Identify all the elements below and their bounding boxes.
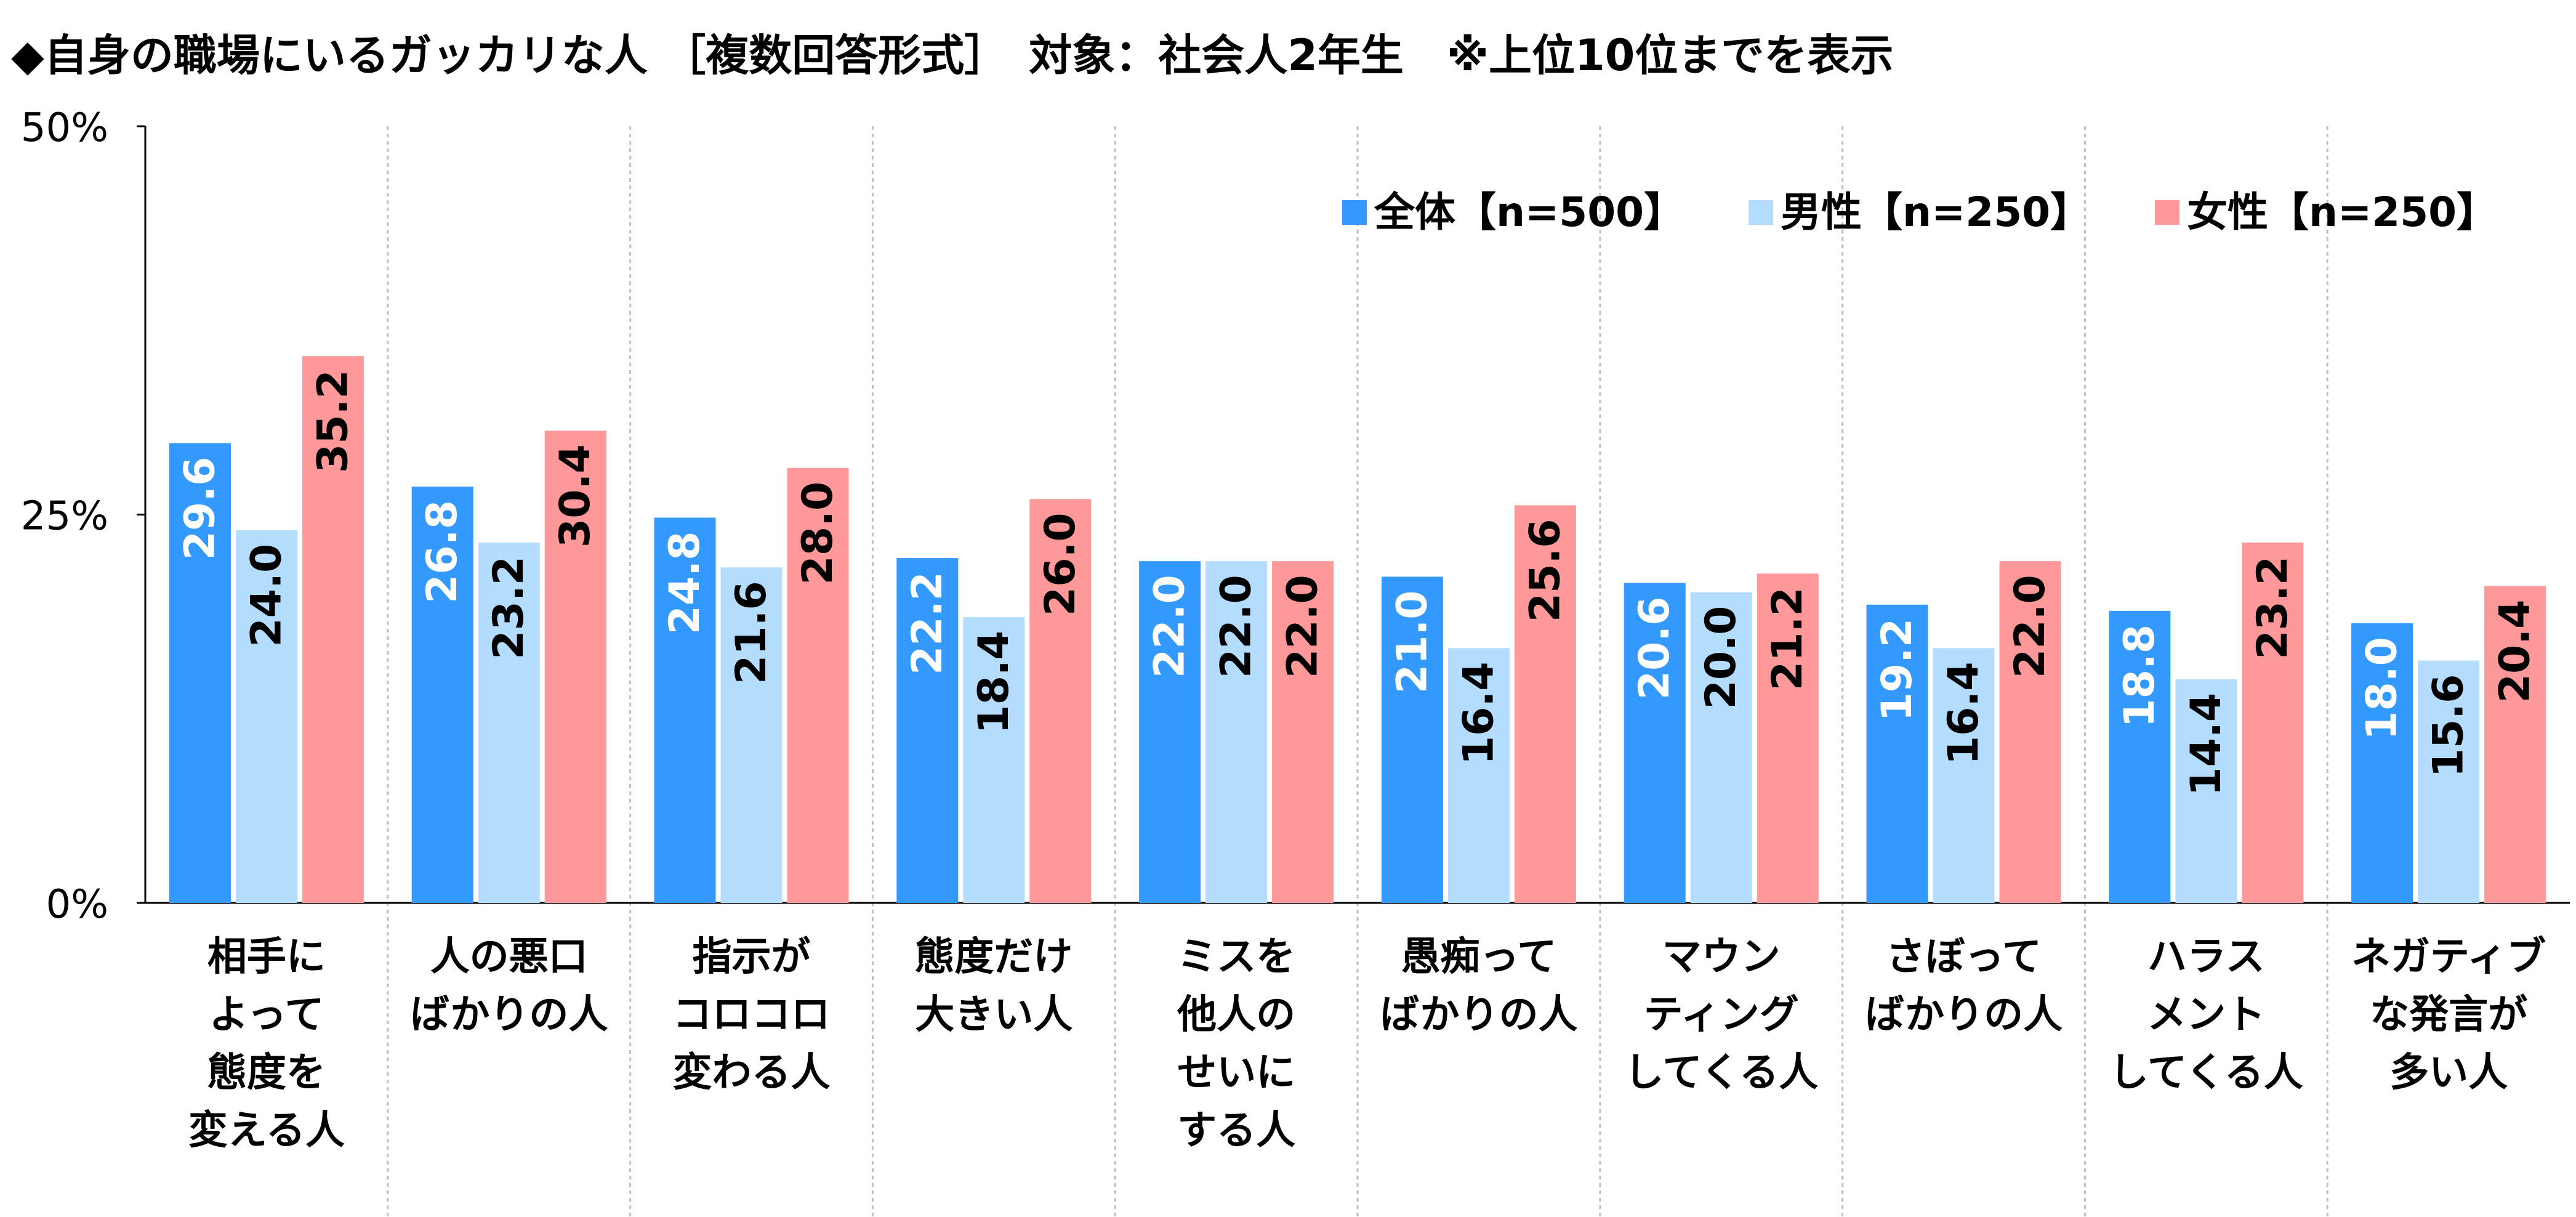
legend-label: 全体【n=500】 xyxy=(1374,188,1684,236)
data-label: 22.0 xyxy=(1279,575,1327,678)
x-tick-label: 態度だけ大きい人 xyxy=(915,934,1073,1038)
bar xyxy=(1205,561,1268,903)
data-label: 28.0 xyxy=(794,482,842,585)
bar xyxy=(235,530,297,903)
legend-swatch xyxy=(1342,200,1367,225)
bar xyxy=(1139,561,1201,903)
legend-swatch xyxy=(2155,200,2180,225)
x-tick-label: マウンティングしてくる人 xyxy=(1624,934,1818,1096)
data-label: 30.4 xyxy=(551,444,600,548)
bar xyxy=(2242,542,2304,903)
data-label: 15.6 xyxy=(2425,674,2473,778)
bar xyxy=(169,443,231,903)
bar xyxy=(1866,604,1928,903)
data-label: 22.0 xyxy=(1212,575,1261,678)
legend-label: 男性【n=250】 xyxy=(1781,188,2091,236)
data-label: 21.2 xyxy=(1763,587,1812,690)
x-tick-label: ハラスメントしてくる人 xyxy=(2109,934,2303,1096)
data-label: 24.0 xyxy=(242,544,291,647)
x-tick-labels: 相手によって態度を変える人人の悪口ばかりの人指示がコロコロ変わる人態度だけ大きい… xyxy=(188,934,2546,1154)
data-label: 22.0 xyxy=(1146,575,1194,678)
x-tick-label: 人の悪口ばかりの人 xyxy=(410,934,608,1038)
y-tick-labels: 0% 25% 50% xyxy=(21,105,108,928)
bar xyxy=(1999,561,2061,903)
legend-swatch xyxy=(1749,200,1773,225)
bar xyxy=(1381,576,1443,903)
bar xyxy=(1624,583,1686,903)
bar xyxy=(2418,660,2480,903)
data-label: 18.4 xyxy=(970,631,1018,734)
data-label: 22.2 xyxy=(903,572,952,675)
data-label: 21.6 xyxy=(727,581,776,684)
x-tick-label: 愚痴ってばかりの人 xyxy=(1380,934,1577,1038)
data-label: 19.2 xyxy=(1873,618,1922,722)
x-tick-label: さぼってばかりの人 xyxy=(1865,934,2063,1038)
bar xyxy=(478,542,540,903)
bar xyxy=(2351,623,2413,903)
bar xyxy=(302,356,364,903)
bar xyxy=(1757,573,1819,903)
chart-title: ◆自身の職場にいるガッカリな人 ［複数回答形式］ 対象：社会人2年生 ※上位10… xyxy=(11,30,1894,81)
bar xyxy=(1272,561,1334,903)
y-tick-label: 50% xyxy=(21,105,108,151)
data-label: 22.0 xyxy=(2006,575,2055,678)
data-label: 26.0 xyxy=(1036,512,1085,616)
bar xyxy=(654,517,716,903)
y-tick-label: 0% xyxy=(46,882,108,928)
data-label: 14.4 xyxy=(2182,693,2231,796)
bar xyxy=(896,558,959,903)
x-tick-label: ネガティブな発言が多い人 xyxy=(2351,934,2546,1096)
data-label: 16.4 xyxy=(1454,661,1503,765)
data-label: 18.0 xyxy=(2358,637,2407,740)
bar xyxy=(720,567,783,903)
data-label: 29.6 xyxy=(175,456,224,560)
bar xyxy=(1514,505,1576,903)
data-label: 21.0 xyxy=(1388,590,1436,693)
data-label: 18.8 xyxy=(2115,625,2164,728)
data-label: 26.8 xyxy=(418,500,467,604)
bar xyxy=(2484,586,2546,903)
y-tick-label: 25% xyxy=(21,494,108,540)
bar xyxy=(1690,592,1752,903)
bars xyxy=(169,356,2546,903)
x-tick-label: ミスを他人のせいにする人 xyxy=(1177,934,1295,1154)
x-tick-label: 指示がコロコロ変わる人 xyxy=(673,934,831,1096)
data-label: 20.6 xyxy=(1630,596,1679,700)
data-label: 35.2 xyxy=(308,370,357,473)
data-labels: 29.6 26.8 24.8 22.2 22.0 21.0 20.6 19.2 18.8 18.0… xyxy=(175,370,2539,796)
data-label: 20.0 xyxy=(1697,606,1745,710)
bar xyxy=(1447,648,1510,903)
data-label: 23.2 xyxy=(485,556,533,660)
data-label: 16.4 xyxy=(1939,661,1988,765)
data-label: 20.4 xyxy=(2491,600,2540,703)
bar xyxy=(1029,499,1092,903)
bar xyxy=(787,467,849,903)
bar xyxy=(2109,610,2171,903)
bar xyxy=(2175,679,2237,903)
bar xyxy=(411,487,473,903)
data-label: 25.6 xyxy=(1521,519,1569,622)
bar xyxy=(963,617,1025,903)
legend: 全体【n=500】 男性【n=250】 女性【n=250】 xyxy=(1342,188,2497,236)
data-label: 24.8 xyxy=(661,532,709,635)
bar xyxy=(544,431,606,903)
bar xyxy=(1933,648,1995,903)
legend-label: 女性【n=250】 xyxy=(2187,188,2497,236)
x-tick-label: 相手によって態度を変える人 xyxy=(188,934,345,1154)
data-label: 23.2 xyxy=(2248,556,2297,660)
